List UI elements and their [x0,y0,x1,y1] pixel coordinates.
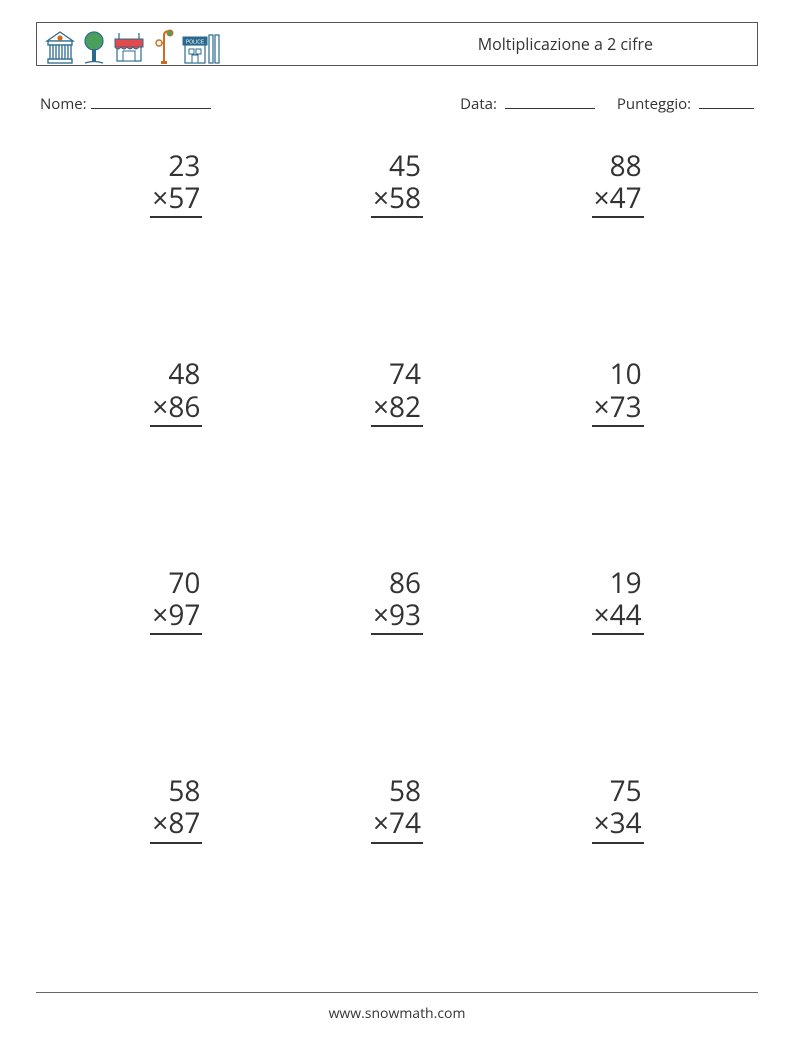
multiplier-row: ×57 [150,182,202,218]
problem-inner: 10×73 [592,358,644,426]
multiply-sign: × [152,804,168,842]
multiplier: 74 [389,804,421,842]
multiply-sign: × [373,804,389,842]
multiplicand: 86 [389,567,423,599]
multiply-sign: × [152,179,168,217]
multiplicand: 48 [168,358,202,390]
problem-inner: 70×97 [150,567,202,635]
multiply-sign: × [594,804,610,842]
problem-inner: 88×47 [592,150,644,218]
multiply-sign: × [373,596,389,634]
multiplier: 44 [610,596,642,634]
multiply-sign: × [152,596,168,634]
info-row: Nome: Data: Punteggio: [36,94,758,114]
problem-inner: 45×58 [371,150,423,218]
problem-inner: 19×44 [592,567,644,635]
bank-icon [43,29,77,65]
problem-inner: 58×87 [150,775,202,843]
problem: 48×86 [66,358,287,426]
multiplier-row: ×82 [371,391,423,427]
multiplier-row: ×97 [150,599,202,635]
problem: 86×93 [287,567,508,635]
multiply-sign: × [594,179,610,217]
multiply-sign: × [152,388,168,426]
multiplier-row: ×73 [592,391,644,427]
multiplier: 58 [389,179,421,217]
multiplier: 97 [168,596,200,634]
multiplier: 34 [610,804,642,842]
problem-inner: 48×86 [150,358,202,426]
multiplier: 57 [168,179,200,217]
problem: 74×82 [287,358,508,426]
header-icon-strip: POLICE [43,23,221,65]
problem-inner: 74×82 [371,358,423,426]
worksheet-title: Moltiplicazione a 2 cifre [478,33,743,55]
problem: 70×97 [66,567,287,635]
multiply-sign: × [594,388,610,426]
date-blank[interactable] [505,94,595,109]
multiplicand: 70 [168,567,202,599]
problem: 58×87 [66,775,287,843]
multiplicand: 45 [389,150,423,182]
multiplier-row: ×47 [592,182,644,218]
score-label: Punteggio: [617,94,691,114]
problem-inner: 23×57 [150,150,202,218]
lamp-icon [153,29,175,65]
multiplier-row: ×74 [371,807,423,843]
multiplier: 86 [168,388,200,426]
multiplicand: 88 [610,150,644,182]
footer-url: www.snowmath.com [0,1004,794,1023]
problem: 10×73 [507,358,728,426]
multiplier-row: ×58 [371,182,423,218]
date-label: Data: [460,94,497,114]
multiplicand: 75 [610,775,644,807]
multiply-sign: × [594,596,610,634]
problem: 45×58 [287,150,508,218]
score-blank[interactable] [699,94,754,109]
multiply-sign: × [373,179,389,217]
problem: 88×47 [507,150,728,218]
name-blank[interactable] [91,94,211,109]
problem: 23×57 [66,150,287,218]
name-label: Nome: [40,94,87,114]
footer-rule [36,992,758,993]
problem: 58×74 [287,775,508,843]
multiply-sign: × [373,388,389,426]
multiplier-row: ×93 [371,599,423,635]
problem-inner: 75×34 [592,775,644,843]
multiplicand: 58 [389,775,423,807]
multiplier-row: ×87 [150,807,202,843]
problems-grid: 23×5745×5888×4748×8674×8210×7370×9786×93… [36,150,758,844]
problem-inner: 86×93 [371,567,423,635]
multiplier-row: ×34 [592,807,644,843]
multiplicand: 74 [389,358,423,390]
multiplier: 82 [389,388,421,426]
shop-icon [111,29,147,65]
multiplicand: 19 [610,567,644,599]
multiplicand: 23 [168,150,202,182]
multiplicand: 10 [610,358,644,390]
multiplier: 93 [389,596,421,634]
multiplier-row: ×44 [592,599,644,635]
police-station-icon: POLICE [181,29,221,65]
multiplier: 73 [610,388,642,426]
multiplicand: 58 [168,775,202,807]
multiplier: 47 [610,179,642,217]
header-box: POLICE Moltiplicazione a 2 cifre [36,22,758,66]
problem: 19×44 [507,567,728,635]
problem: 75×34 [507,775,728,843]
multiplier: 87 [168,804,200,842]
tree-icon [83,29,105,65]
problem-inner: 58×74 [371,775,423,843]
multiplier-row: ×86 [150,391,202,427]
